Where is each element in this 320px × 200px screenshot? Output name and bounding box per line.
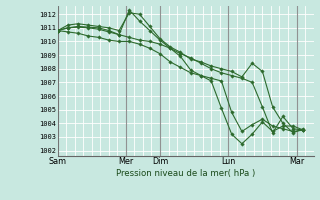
X-axis label: Pression niveau de la mer( hPa ): Pression niveau de la mer( hPa )	[116, 169, 255, 178]
